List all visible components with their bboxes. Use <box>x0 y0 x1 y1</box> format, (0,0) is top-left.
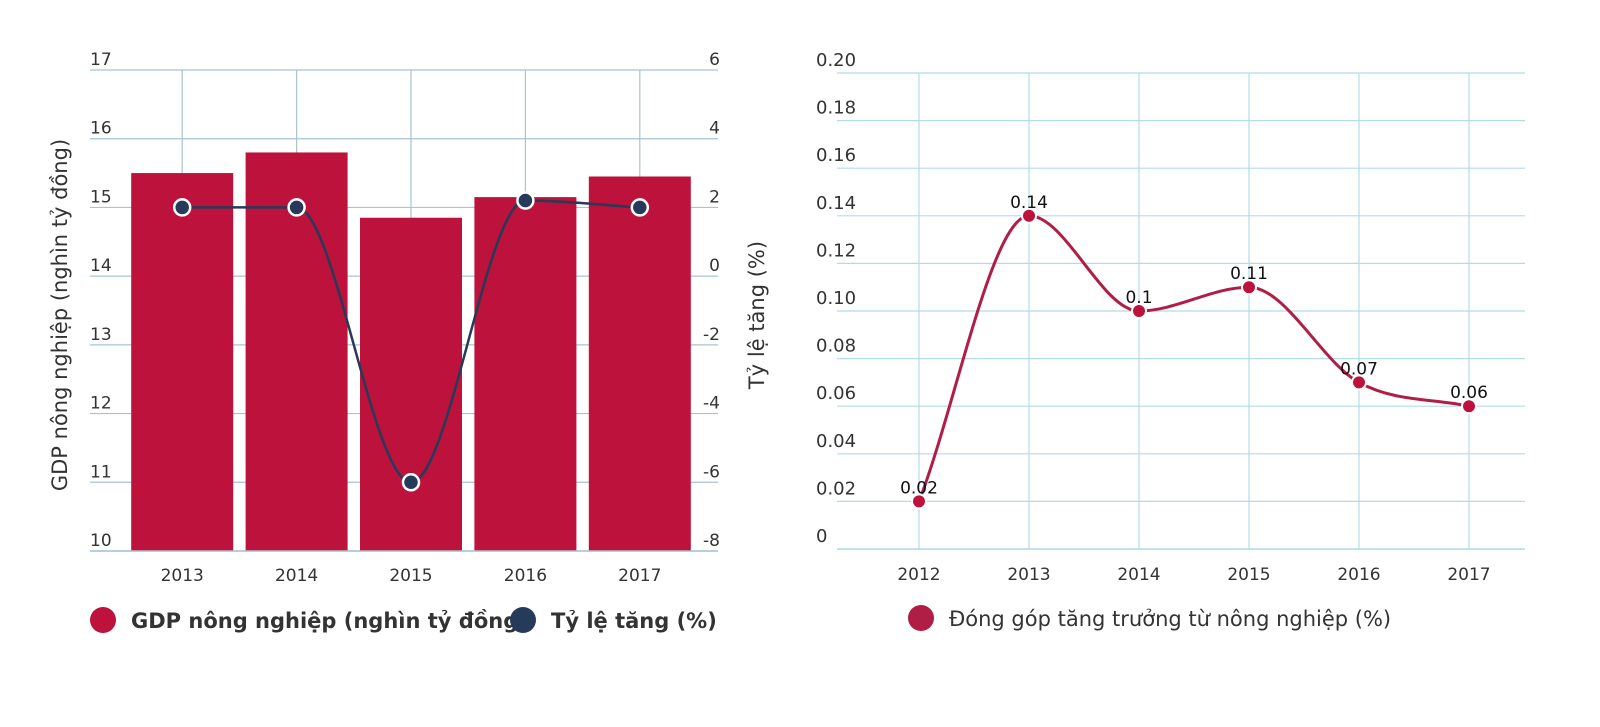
growth-rate-point-2017 <box>630 198 650 217</box>
right-y-tick-label: 0 <box>709 256 720 276</box>
left-chart-legend: GDP nông nghiệp (nghìn tỷ đồng) Tỷ lệ tă… <box>90 607 717 633</box>
legend-label-gdp: GDP nông nghiệp (nghìn tỷ đồng) <box>131 609 528 633</box>
left-y-tick-label: 12 <box>90 394 112 414</box>
right-y-tick-label: 2 <box>709 187 720 207</box>
gdp-bar-2016 <box>474 197 577 551</box>
right-chart-y-tick-label: 0.10 <box>816 288 856 309</box>
contribution-data-label: 0.06 <box>1450 383 1488 403</box>
right-chart-tick-labels: 0 0.02 0.04 0.06 0.08 0.10 0.12 0.14 0.16 0.18 0.2… <box>816 50 1491 585</box>
contribution-point-2016 <box>1351 374 1367 391</box>
agri-contribution-line-chart: 0.020.140.10.110.070.06 00.020.040.060.0… <box>816 50 1525 631</box>
right-y-tick-label: -2 <box>703 325 720 345</box>
right-chart-y-tick-label: 0 <box>816 526 827 547</box>
left-y-tick-label: 16 <box>90 119 112 139</box>
left-y-tick-label: 11 <box>90 462 112 482</box>
growth-rate-point-2015 <box>401 473 421 492</box>
right-chart-y-tick-label: 0.08 <box>816 336 856 357</box>
right-y-tick-label: 4 <box>709 119 720 139</box>
contribution-data-label: 0.11 <box>1230 264 1268 284</box>
right-chart-gridlines <box>837 72 1525 550</box>
contribution-point-2014 <box>1131 303 1147 319</box>
left-chart-tick-labels: 10 11 12 13 14 15 16 17 -8 -6 -4 -2 0 2 4 6 2013 2014 2015… <box>90 50 720 586</box>
legend-marker-contribution <box>908 605 934 631</box>
right-chart-y-tick-label: 0.18 <box>816 98 856 119</box>
left-y-tick-label: 14 <box>90 256 112 276</box>
contribution-point-2013 <box>1021 207 1037 224</box>
gdp-bar-2014 <box>245 152 348 551</box>
right-chart-x-tick-label: 2017 <box>1447 565 1490 585</box>
right-chart-legend: Đóng góp tăng trưởng từ nông nghiệp (%) <box>908 605 1391 631</box>
right-chart-x-tick-label: 2015 <box>1227 565 1270 585</box>
gdp-bar-2015 <box>360 217 462 551</box>
growth-rate-point-2013 <box>172 198 192 217</box>
right-chart-y-tick-label: 0.12 <box>816 240 856 261</box>
right-y-axis-title: Tỷ lệ tăng (%) <box>745 241 769 390</box>
right-y-tick-label: -8 <box>703 531 720 551</box>
gdp-growth-combo-chart: 10 11 12 13 14 15 16 17 -8 -6 -4 -2 0 2 4 6 2013 2014 2015… <box>48 50 769 633</box>
gdp-bar-2017 <box>588 176 691 551</box>
contribution-point-2012 <box>911 493 927 510</box>
right-chart-y-tick-label: 0.14 <box>816 193 856 214</box>
right-chart-x-tick-label: 2016 <box>1337 565 1380 585</box>
gdp-bars <box>90 152 718 552</box>
left-y-tick-label: 10 <box>90 531 112 551</box>
left-x-tick-label: 2015 <box>389 566 432 586</box>
contribution-data-label: 0.02 <box>900 478 938 498</box>
left-x-tick-label: 2014 <box>275 566 318 586</box>
gdp-bar-2013 <box>131 173 234 552</box>
right-chart-y-tick-label: 0.06 <box>816 383 856 404</box>
contribution-point-2017 <box>1461 398 1477 415</box>
right-y-tick-label: -4 <box>703 394 720 414</box>
left-y-tick-label: 15 <box>90 187 112 207</box>
legend-marker-rate <box>510 607 536 633</box>
right-chart-y-tick-label: 0.04 <box>816 431 856 452</box>
contribution-point-2015 <box>1241 279 1257 296</box>
right-chart-x-tick-label: 2014 <box>1117 565 1160 585</box>
legend-label-contribution: Đóng góp tăng trưởng từ nông nghiệp (%) <box>949 607 1391 631</box>
growth-rate-line <box>172 191 650 492</box>
contribution-data-label: 0.14 <box>1010 193 1048 213</box>
right-chart-y-tick-label: 0.16 <box>816 145 856 166</box>
left-x-tick-label: 2016 <box>504 566 547 586</box>
growth-rate-point-2016 <box>516 191 535 210</box>
left-y-tick-label: 13 <box>90 325 112 345</box>
left-x-tick-label: 2017 <box>618 566 661 586</box>
contribution-data-label: 0.07 <box>1340 359 1378 379</box>
contribution-data-label: 0.1 <box>1125 288 1152 308</box>
legend-label-rate: Tỷ lệ tăng (%) <box>551 609 717 633</box>
right-y-tick-label: 6 <box>709 50 720 70</box>
left-y-axis-title: GDP nông nghiệp (nghìn tỷ đồng) <box>48 139 72 491</box>
growth-rate-point-2014 <box>287 198 306 217</box>
legend-marker-gdp <box>90 607 116 633</box>
contribution-line: 0.02 0.14 0.1 0.11 0.07 0.06 <box>900 193 1488 510</box>
right-chart-y-tick-label: 0.20 <box>816 50 856 71</box>
right-chart-y-tick-label: 0.02 <box>816 478 856 499</box>
left-x-tick-label: 2013 <box>161 566 204 586</box>
left-y-tick-label: 17 <box>90 50 112 70</box>
right-chart-x-tick-label: 2013 <box>1007 565 1050 585</box>
right-y-tick-label: -6 <box>703 462 720 482</box>
right-chart-x-tick-label: 2012 <box>897 565 940 585</box>
